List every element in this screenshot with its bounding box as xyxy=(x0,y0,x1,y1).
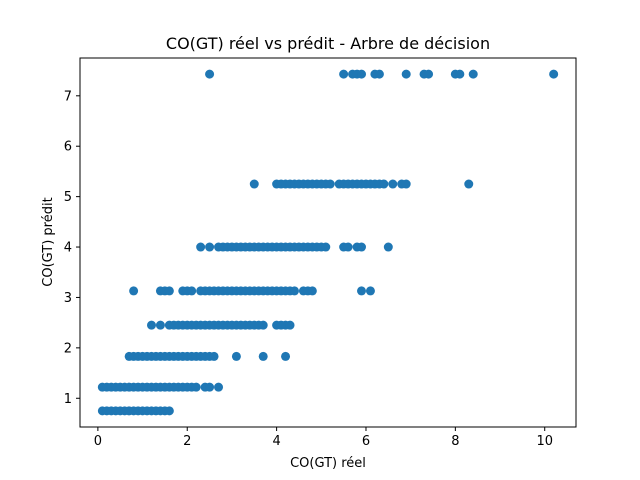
data-point xyxy=(214,382,224,392)
data-point xyxy=(401,179,411,189)
data-point xyxy=(205,69,215,79)
data-point xyxy=(129,286,139,296)
data-point xyxy=(401,69,411,79)
data-point xyxy=(357,69,367,79)
x-tick-label: 0 xyxy=(94,434,102,449)
data-point xyxy=(258,320,268,330)
x-tick-label: 10 xyxy=(536,434,553,449)
y-axis-label: CO(GT) prédit xyxy=(41,197,56,286)
x-tick-label: 6 xyxy=(362,434,370,449)
y-tick-label: 2 xyxy=(64,341,72,356)
y-axis-ticks: 1 2 3 4 5 6 7 xyxy=(64,89,80,407)
data-point xyxy=(464,179,474,189)
data-point xyxy=(147,320,156,330)
data-point xyxy=(249,179,259,189)
data-point xyxy=(321,242,331,252)
y-tick-label: 3 xyxy=(64,291,72,306)
data-point xyxy=(357,242,367,252)
data-point xyxy=(209,351,219,361)
data-point xyxy=(164,286,174,296)
y-tick-label: 4 xyxy=(64,241,72,256)
y-tick-label: 7 xyxy=(64,89,72,104)
data-point xyxy=(374,69,384,79)
y-tick-label: 5 xyxy=(64,190,72,205)
data-point xyxy=(196,242,206,252)
data-point xyxy=(258,351,268,361)
data-point xyxy=(388,179,398,189)
data-point xyxy=(191,382,201,392)
data-point xyxy=(285,320,295,330)
x-tick-label: 2 xyxy=(183,434,191,449)
x-tick-label: 4 xyxy=(272,434,280,449)
data-point xyxy=(379,179,389,189)
y-tick-label: 1 xyxy=(64,392,72,407)
data-point xyxy=(343,242,353,252)
data-point xyxy=(468,69,478,79)
data-point xyxy=(281,351,291,361)
data-point xyxy=(455,69,465,79)
data-point xyxy=(289,286,299,296)
data-point xyxy=(424,69,434,79)
x-tick-label: 8 xyxy=(451,434,459,449)
data-point xyxy=(325,179,335,189)
data-point xyxy=(205,242,215,252)
data-point xyxy=(339,69,349,79)
x-axis-label: CO(GT) réel xyxy=(290,456,366,471)
data-point xyxy=(187,286,197,296)
chart-title: CO(GT) réel vs prédit - Arbre de décisio… xyxy=(166,34,490,53)
data-point xyxy=(365,286,375,296)
plot-frame xyxy=(79,57,577,428)
x-axis-ticks: 0 2 4 6 8 10 xyxy=(94,427,553,449)
data-point xyxy=(231,351,241,361)
data-point xyxy=(155,320,165,330)
data-point xyxy=(383,242,393,252)
data-point xyxy=(549,69,559,79)
data-point xyxy=(205,382,215,392)
y-tick-label: 6 xyxy=(64,140,72,155)
data-points xyxy=(97,69,559,416)
data-point xyxy=(357,286,367,296)
data-point xyxy=(164,406,174,416)
data-point xyxy=(307,286,317,296)
